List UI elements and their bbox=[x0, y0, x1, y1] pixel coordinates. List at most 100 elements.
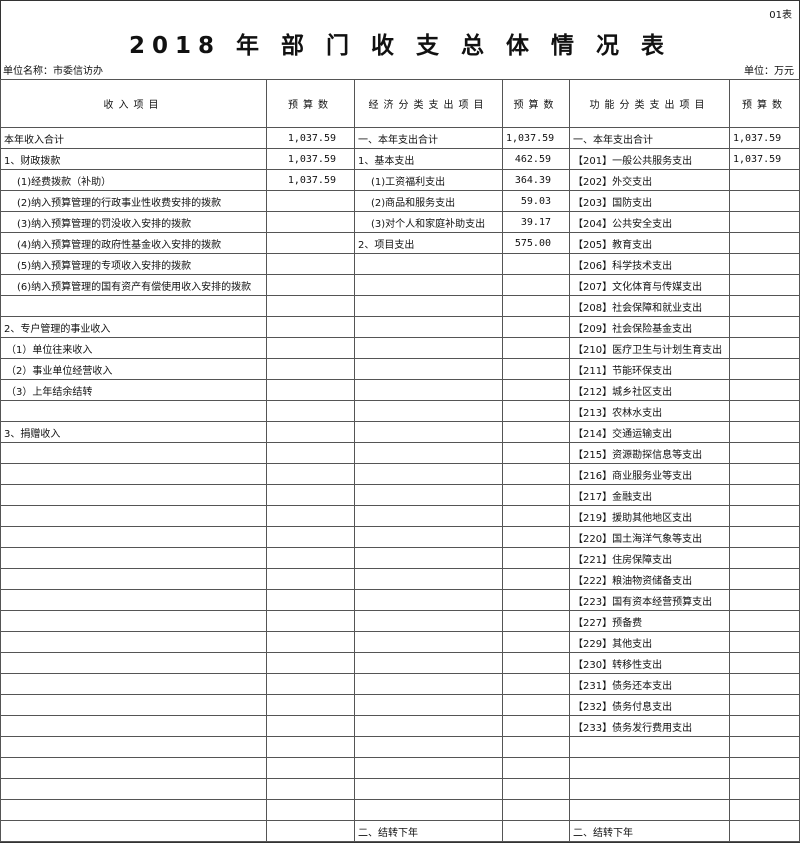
econ-budget bbox=[502, 274, 570, 296]
func-budget bbox=[729, 484, 800, 506]
econ-item: (2)商品和服务支出 bbox=[354, 190, 503, 212]
income-budget bbox=[266, 673, 355, 695]
income-budget: 1,037.59 bbox=[266, 169, 355, 191]
econ-budget bbox=[502, 610, 570, 632]
econ-budget bbox=[502, 295, 570, 317]
econ-budget bbox=[502, 589, 570, 611]
func-budget bbox=[729, 274, 800, 296]
econ-budget bbox=[502, 400, 570, 422]
income-item bbox=[0, 547, 267, 569]
econ-budget bbox=[502, 379, 570, 401]
header-econ-item: 经济分类支出项目 bbox=[354, 79, 503, 128]
income-item: （1）单位往来收入 bbox=[0, 337, 267, 359]
func-item: 【210】医疗卫生与计划生育支出 bbox=[569, 337, 730, 359]
func-item: 【212】城乡社区支出 bbox=[569, 379, 730, 401]
income-budget bbox=[266, 316, 355, 338]
income-budget: 1,037.59 bbox=[266, 148, 355, 170]
income-budget bbox=[266, 379, 355, 401]
func-budget bbox=[729, 757, 800, 779]
income-item bbox=[0, 778, 267, 800]
func-budget bbox=[729, 652, 800, 674]
table-row: (2)纳入预算管理的行政事业性收费安排的拨款 (2)商品和服务支出 59.03 【20… bbox=[0, 190, 800, 212]
func-item bbox=[569, 757, 730, 779]
table-row: (3)纳入预算管理的罚没收入安排的拨款 (3)对个人和家庭补助支出 39.17 【20… bbox=[0, 211, 800, 233]
income-item bbox=[0, 715, 267, 737]
income-budget bbox=[266, 190, 355, 212]
econ-budget bbox=[502, 778, 570, 800]
econ-budget: 39.17 bbox=[502, 211, 570, 233]
income-budget bbox=[266, 253, 355, 275]
econ-item: (1)工资福利支出 bbox=[354, 169, 503, 191]
func-item: 【211】节能环保支出 bbox=[569, 358, 730, 380]
func-item: 【207】文化体育与传媒支出 bbox=[569, 274, 730, 296]
header-row: 收入项目 预算数 经济分类支出项目 预算数 功能分类支出项目 预算数 bbox=[0, 79, 800, 128]
table-row: (1)经费拨款（补助） 1,037.59 (1)工资福利支出 364.39 【202】外… bbox=[0, 169, 800, 191]
table-row: (5)纳入预算管理的专项收入安排的拨款 【206】科学技术支出 bbox=[0, 253, 800, 275]
econ-budget bbox=[502, 673, 570, 695]
econ-budget bbox=[502, 337, 570, 359]
func-budget bbox=[729, 715, 800, 737]
econ-budget: 1,037.59 bbox=[502, 127, 570, 149]
func-item bbox=[569, 736, 730, 758]
table-row bbox=[0, 757, 800, 779]
income-budget bbox=[266, 715, 355, 737]
income-item bbox=[0, 589, 267, 611]
header-income-item: 收入项目 bbox=[0, 79, 267, 128]
econ-item bbox=[354, 442, 503, 464]
header-func-budget: 预算数 bbox=[729, 79, 800, 128]
func-item: 【215】资源勘探信息等支出 bbox=[569, 442, 730, 464]
func-item: 【216】商业服务业等支出 bbox=[569, 463, 730, 485]
table-row: 本年收入合计 1,037.59 一、本年支出合计 1,037.59 一、本年支出合计 1,… bbox=[0, 127, 800, 149]
table-row: 【232】债务付息支出 bbox=[0, 694, 800, 716]
func-item: 【221】住房保障支出 bbox=[569, 547, 730, 569]
econ-budget bbox=[502, 736, 570, 758]
income-budget bbox=[266, 757, 355, 779]
econ-item bbox=[354, 274, 503, 296]
income-item: 本年收入合计 bbox=[0, 127, 267, 149]
func-item: 【223】国有资本经营预算支出 bbox=[569, 589, 730, 611]
table-row: （1）单位往来收入 【210】医疗卫生与计划生育支出 bbox=[0, 337, 800, 359]
econ-item bbox=[354, 673, 503, 695]
income-budget bbox=[266, 274, 355, 296]
econ-item bbox=[354, 484, 503, 506]
econ-budget: 575.00 bbox=[502, 232, 570, 254]
econ-budget: 59.03 bbox=[502, 190, 570, 212]
econ-item: (3)对个人和家庭补助支出 bbox=[354, 211, 503, 233]
func-item: 【222】粮油物资储备支出 bbox=[569, 568, 730, 590]
econ-item bbox=[354, 337, 503, 359]
econ-budget bbox=[502, 568, 570, 590]
income-item bbox=[0, 631, 267, 653]
func-budget bbox=[729, 610, 800, 632]
econ-budget bbox=[502, 463, 570, 485]
table-row: 3、捐赠收入 【214】交通运输支出 bbox=[0, 421, 800, 443]
econ-item bbox=[354, 736, 503, 758]
table-row: 【216】商业服务业等支出 bbox=[0, 463, 800, 485]
econ-item: 1、基本支出 bbox=[354, 148, 503, 170]
table-row bbox=[0, 778, 800, 800]
func-budget bbox=[729, 295, 800, 317]
table-row: 【233】债务发行费用支出 bbox=[0, 715, 800, 737]
econ-budget bbox=[502, 358, 570, 380]
func-budget bbox=[729, 337, 800, 359]
econ-item bbox=[354, 253, 503, 275]
econ-item bbox=[354, 547, 503, 569]
income-budget bbox=[266, 421, 355, 443]
func-item: 【202】外交支出 bbox=[569, 169, 730, 191]
econ-budget bbox=[502, 694, 570, 716]
econ-item bbox=[354, 526, 503, 548]
income-item bbox=[0, 736, 267, 758]
table-row: 【220】国土海洋气象等支出 bbox=[0, 526, 800, 548]
income-budget bbox=[266, 463, 355, 485]
econ-item bbox=[354, 589, 503, 611]
income-budget bbox=[266, 799, 355, 821]
income-item: (2)纳入预算管理的行政事业性收费安排的拨款 bbox=[0, 190, 267, 212]
income-budget bbox=[266, 694, 355, 716]
func-item: 【231】债务还本支出 bbox=[569, 673, 730, 695]
income-budget bbox=[266, 484, 355, 506]
table-row bbox=[0, 736, 800, 758]
table-row: (4)纳入预算管理的政府性基金收入安排的拨款 2、项目支出 575.00 【205】教… bbox=[0, 232, 800, 254]
income-item: 1、财政拨款 bbox=[0, 148, 267, 170]
table-row: 【229】其他支出 bbox=[0, 631, 800, 653]
func-item: 【227】预备费 bbox=[569, 610, 730, 632]
func-budget bbox=[729, 736, 800, 758]
